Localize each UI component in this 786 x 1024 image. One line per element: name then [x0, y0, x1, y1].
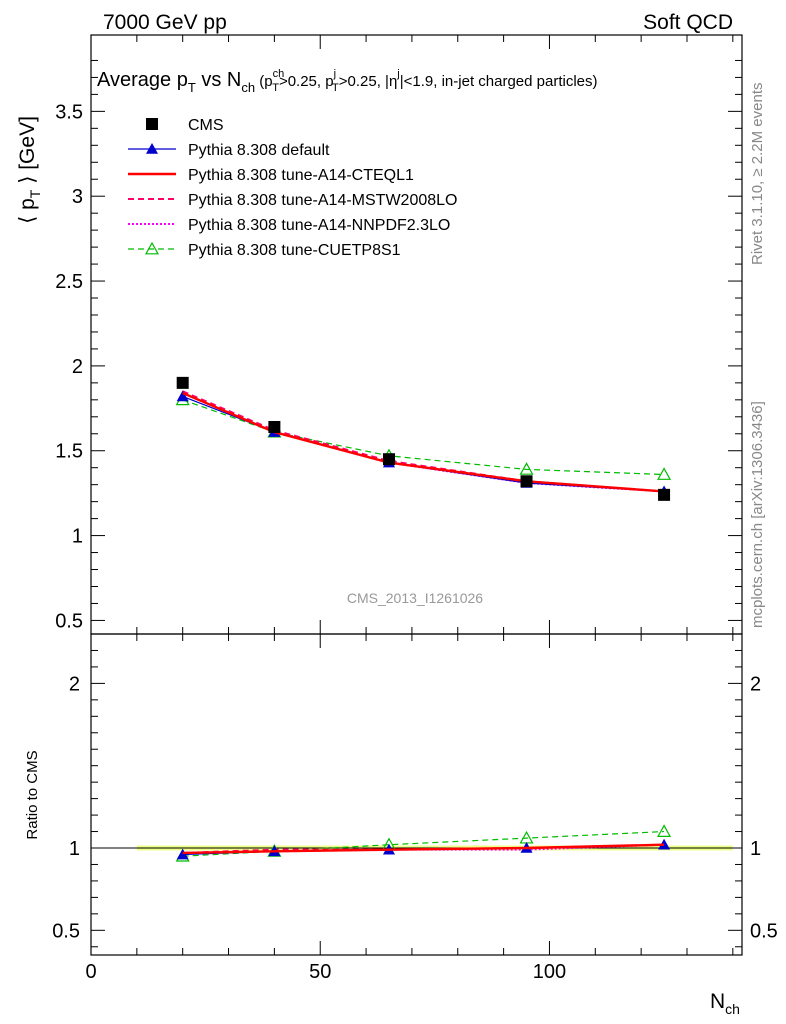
legend-label: Pythia 8.308 tune-A14-CTEQL1 [188, 167, 414, 184]
series-nnpdf [182, 392, 665, 854]
title-cut2-sup: j [333, 68, 336, 80]
main-y-tick-label: 2.5 [55, 271, 83, 293]
data-point-cms [268, 420, 281, 433]
data-point-cms [176, 376, 189, 389]
mcplots-label: mcplots.cern.ch [arXiv:1306.3436] [749, 401, 766, 628]
ratio-y-tick-label: 1 [69, 838, 80, 860]
legend-marker [146, 118, 158, 130]
legend-marker [146, 143, 158, 154]
series-line-cteql1 [182, 391, 665, 493]
series-cuetp8s1 [175, 392, 672, 862]
legend: CMS Pythia 8.308 default Pythia 8.308 tune… [128, 117, 457, 259]
data-point-default [176, 390, 189, 402]
x-tick-label: 50 [309, 961, 331, 983]
title-cuts-open: (p [255, 73, 273, 90]
x-tick-label: 100 [533, 961, 566, 983]
main-y-tick-label: 1 [72, 526, 83, 548]
data-point-cms [520, 475, 533, 488]
title-main-sub: T [188, 80, 196, 95]
axes-layer: 0 50 100 0.5 1 1.5 2 2.5 3 3.5 0.5 0.5 1 1 2 2 [52, 34, 778, 983]
title-cut1-val: >0.25, p [279, 73, 334, 90]
plot-title: Average pT vs Nch (pch T>0.25, pj T>0.25, … [97, 68, 598, 95]
data-point-cuetp8s1 [657, 467, 672, 480]
title-cuts: (pch T>0.25, pj T>0.25, |ηj|<1.9, in-jet c… [255, 68, 597, 94]
title-main: Average p [97, 69, 188, 91]
rivet-label: Rivet 3.1.10, ≥ 2.2M events [749, 83, 766, 266]
main-y-tick-label: 2 [72, 356, 83, 378]
ratio-point-default [176, 848, 189, 860]
legend-label: CMS [188, 117, 224, 134]
series-mstw [182, 390, 665, 854]
legend-item-cms: CMS [146, 117, 224, 134]
title-cut1-sub: T [272, 82, 279, 94]
analysis-watermark: CMS_2013_I1261026 [347, 590, 483, 606]
legend-item-default: Pythia 8.308 default [128, 142, 330, 159]
ratio-y-tick-label-right: 2 [750, 673, 761, 695]
ratio-line-cteql1 [182, 843, 665, 855]
series-line-mstw [182, 390, 665, 493]
title-vs: vs N [196, 69, 242, 91]
main-y-tick-label: 3 [72, 186, 83, 208]
ratio-y-tick-label-right: 0.5 [750, 920, 778, 942]
title-cut3-sup: j [396, 68, 399, 80]
main-y-tick-label: 0.5 [55, 610, 83, 632]
legend-marker [144, 241, 160, 255]
title-cut2-val: >0.25, |η [339, 73, 398, 90]
legend-label: Pythia 8.308 tune-A14-NNPDF2.3LO [188, 217, 450, 234]
main-ylabel-close: ⟩ [GeV] [16, 116, 39, 190]
ratio-plot-frame [90, 633, 743, 956]
main-y-tick-label: 1.5 [55, 441, 83, 463]
series-line-cuetp8s1 [182, 399, 665, 476]
legend-label: Pythia 8.308 tune-CUETP8S1 [188, 242, 401, 259]
legend-label: Pythia 8.308 default [188, 142, 330, 159]
ratio-y-tick-label: 2 [69, 673, 80, 695]
legend-item-cuetp8s1: Pythia 8.308 tune-CUETP8S1 [128, 241, 401, 259]
title-cut3-val: |<1.9, in-jet charged particles) [400, 73, 598, 90]
data-point-cms [658, 488, 671, 501]
ratio-y-tick-label-right: 1 [750, 838, 761, 860]
legend-item-mstw: Pythia 8.308 tune-A14-MSTW2008LO [128, 192, 457, 209]
series-default [176, 390, 671, 860]
legend-item-cteql1: Pythia 8.308 tune-A14-CTEQL1 [128, 167, 414, 184]
series-cms [176, 376, 671, 501]
process-label: Soft QCD [643, 11, 733, 34]
main-ylabel-open: ⟨ p [16, 198, 39, 224]
energy-label: 7000 GeV pp [103, 11, 227, 34]
legend-label: Pythia 8.308 tune-A14-MSTW2008LO [188, 192, 457, 209]
data-point-cuetp8s1 [519, 462, 534, 475]
ratio-point-default [658, 838, 671, 850]
xlabel-sub: ch [725, 1001, 740, 1017]
title-vs-sub: ch [241, 80, 255, 95]
series-line-nnpdf [182, 392, 665, 493]
legend-item-nnpdf: Pythia 8.308 tune-A14-NNPDF2.3LO [128, 217, 450, 234]
title-cut2-sub: T [332, 82, 339, 94]
x-axis-label: Nch [710, 990, 740, 1017]
ratio-point-cuetp8s1 [657, 824, 672, 837]
series-line-default [182, 395, 665, 493]
ratio-y-tick-label: 0.5 [52, 920, 80, 942]
main-y-tick-label: 3.5 [55, 101, 83, 123]
main-y-axis-label: ⟨ pT ⟩ [GeV] [16, 116, 43, 224]
series-layer [175, 376, 672, 862]
data-point-cms [382, 453, 395, 466]
x-tick-label: 0 [85, 961, 96, 983]
title-cut1-sup: ch [273, 68, 285, 80]
main-ylabel-sub: T [27, 189, 43, 198]
ratio-y-axis-label: Ratio to CMS [24, 750, 41, 839]
xlabel-main: N [710, 990, 725, 1013]
series-cteql1 [182, 391, 665, 855]
